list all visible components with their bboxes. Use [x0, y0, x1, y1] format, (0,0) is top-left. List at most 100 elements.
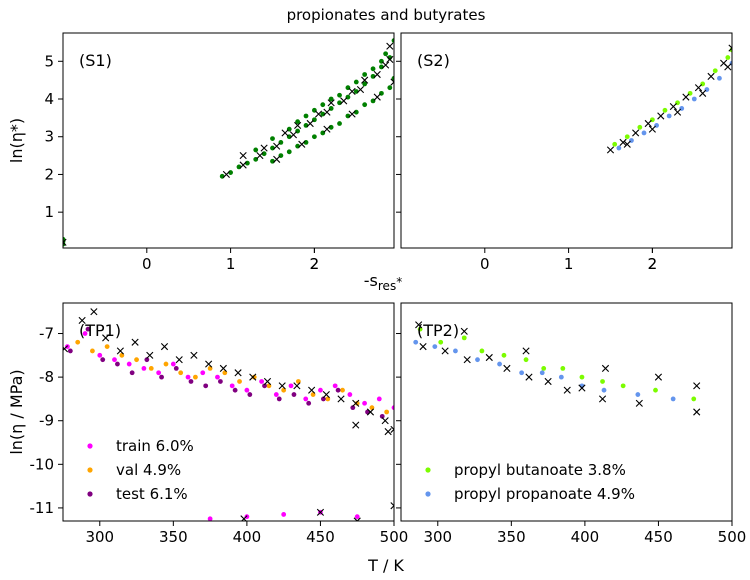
- point-S1-s1_green: [311, 134, 317, 140]
- truth-mark-TP1: [263, 377, 272, 386]
- point-S1-s1_green: [270, 136, 275, 142]
- truth-mark-TP1: [102, 334, 110, 342]
- axes-frame-S1: [62, 32, 395, 249]
- truth-mark-TP1: [278, 382, 286, 390]
- x-tick-label-TP2: 300: [423, 528, 452, 546]
- truth-mark-S2: [728, 44, 732, 52]
- truth-mark-S1: [386, 42, 394, 50]
- truth-mark-TP1: [190, 351, 198, 359]
- x-tick-label-TP2: 500: [718, 528, 747, 546]
- y-tick-label-S1: 2: [44, 165, 54, 183]
- truth-mark-TP1: [352, 399, 360, 407]
- point-TP1-test: [276, 396, 282, 402]
- point-TP1-train: [112, 357, 117, 363]
- truth-mark-S1: [390, 78, 394, 86]
- point-TP1-train: [347, 392, 353, 397]
- point-TP1-test: [203, 383, 209, 389]
- panel-label-S1: (S1): [79, 51, 112, 70]
- truth-mark-TP1: [384, 428, 392, 436]
- point-TP1-test: [159, 374, 164, 380]
- truth-mark-S1: [382, 61, 390, 69]
- point-TP2-propyl_propanoate: [453, 348, 458, 354]
- truth-mark-TP2: [522, 347, 530, 355]
- point-S1-s1_green: [387, 85, 393, 91]
- point-TP1-test: [144, 357, 150, 363]
- point-TP1-train: [362, 400, 367, 406]
- legend-marker-TP1: [87, 443, 93, 449]
- point-S2-propyl_butanoate: [725, 55, 731, 60]
- truth-mark-S2: [606, 146, 615, 154]
- truth-mark-S1: [222, 170, 230, 179]
- point-S2-propyl_propanoate: [666, 113, 672, 119]
- panel-label-S2: (S2): [417, 51, 450, 70]
- point-TP1-train: [229, 383, 235, 389]
- point-S1-s1_green: [383, 51, 389, 57]
- point-TP1-train: [215, 374, 220, 380]
- truth-mark-S2: [699, 89, 707, 97]
- point-TP2-propyl_butanoate: [501, 352, 507, 358]
- x-tick-label-TP2: 400: [571, 528, 600, 546]
- legend-entry-TP1: test 6.1%: [116, 485, 188, 503]
- point-TP1-train: [156, 370, 162, 376]
- truth-mark-S1: [361, 76, 369, 84]
- point-S2-propyl_butanoate: [612, 141, 618, 147]
- point-TP2-propyl_butanoate: [653, 387, 658, 393]
- truth-mark-S1: [273, 155, 281, 163]
- truth-mark-TP2: [441, 347, 449, 355]
- legend-marker-TP1: [87, 491, 93, 497]
- figure-title: propionates and butyrates: [287, 6, 486, 24]
- point-TP1-test: [232, 387, 238, 393]
- point-TP2-propyl_butanoate: [438, 339, 444, 345]
- point-TP1-val: [104, 344, 110, 349]
- point-TP1-val: [193, 374, 198, 380]
- truth-mark-TP1: [146, 351, 154, 359]
- truth-mark-TP2: [693, 408, 701, 416]
- point-TP1-train: [207, 516, 213, 521]
- truth-mark-TP1: [352, 421, 360, 429]
- point-TP1-train: [200, 370, 206, 376]
- x-tick-label-S1: 0: [142, 255, 152, 273]
- plot-area-TP1: [63, 308, 394, 521]
- point-S2-propyl_propanoate: [691, 96, 697, 102]
- x-tick-label-TP1: 400: [233, 528, 262, 546]
- panel-tp2: 300 350 400 450 500 (TP2) propyl butanoate 3.8…: [396, 302, 747, 546]
- truth-mark-TP1: [322, 390, 330, 399]
- point-TP2-propyl_propanoate: [670, 396, 676, 402]
- point-TP1-val: [237, 379, 242, 384]
- plot-area-TP2: [413, 321, 701, 416]
- point-TP1-train: [332, 383, 338, 389]
- point-TP1-train: [288, 383, 294, 389]
- point-TP1-test: [335, 387, 341, 393]
- point-S1-s1_green: [295, 119, 301, 125]
- y-axis-label-S1: ln(η*): [7, 118, 26, 163]
- panel-label-TP1: (TP1): [79, 321, 121, 340]
- truth-mark-TP2: [654, 373, 663, 381]
- truth-mark-TP1: [63, 345, 69, 353]
- point-TP1-train: [391, 405, 394, 411]
- truth-mark-TP1: [219, 364, 227, 372]
- truth-mark-S2: [673, 108, 682, 116]
- point-S1-s1_green: [286, 149, 292, 155]
- truth-mark-TP2: [503, 364, 511, 372]
- point-TP1-val: [163, 361, 169, 367]
- point-TP2-propyl_propanoate: [635, 392, 641, 397]
- truth-mark-TP2: [485, 353, 493, 362]
- truth-mark-TP2: [525, 373, 533, 381]
- point-TP1-val: [75, 339, 81, 345]
- point-TP2-propyl_propanoate: [539, 370, 545, 376]
- truth-mark-TP1: [316, 508, 325, 516]
- point-TP2-propyl_propanoate: [432, 344, 438, 349]
- truth-mark-S1: [294, 121, 302, 130]
- truth-mark-TP1: [234, 369, 242, 377]
- truth-mark-S1: [63, 238, 67, 246]
- panel-label-TP2: (TP2): [417, 321, 459, 340]
- point-TP1-test: [379, 413, 385, 419]
- truth-mark-TP2: [598, 395, 607, 403]
- x-tick-label-TP2: 450: [644, 528, 673, 546]
- point-TP1-train: [97, 352, 103, 358]
- truth-mark-S2: [657, 112, 665, 120]
- truth-mark-TP2: [419, 343, 427, 351]
- point-S2-propyl_propanoate: [641, 130, 647, 136]
- point-TP1-test: [291, 392, 297, 397]
- truth-mark-TP2: [563, 386, 571, 394]
